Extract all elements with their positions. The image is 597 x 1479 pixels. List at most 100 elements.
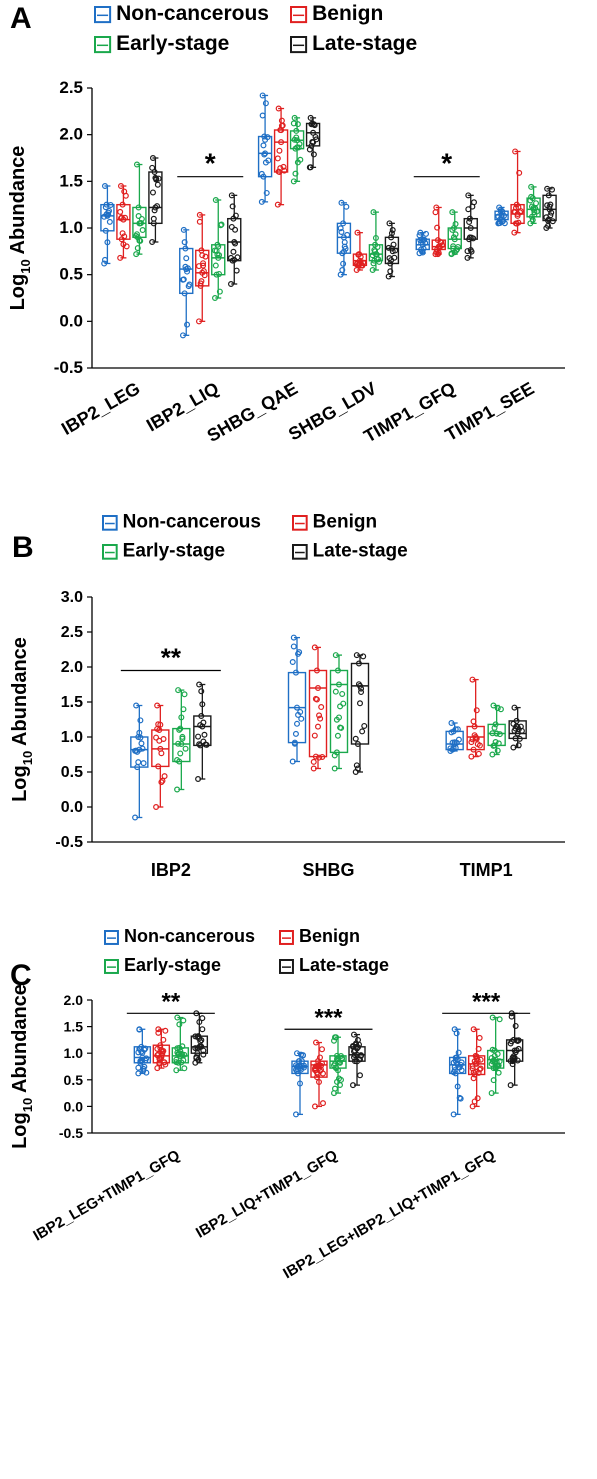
- data-point: [278, 117, 285, 124]
- data-point: [293, 134, 300, 141]
- data-point: [292, 669, 299, 676]
- data-point: [181, 239, 188, 246]
- data-point: [291, 740, 298, 747]
- data-point: [473, 735, 480, 742]
- data-point: [195, 733, 202, 740]
- data-point: [193, 1054, 200, 1061]
- data-point: [490, 1077, 497, 1084]
- box-ibp2-leg: [148, 155, 163, 246]
- data-point: [466, 218, 473, 225]
- data-point: [470, 1075, 477, 1082]
- data-point: [315, 684, 322, 691]
- legend-swatch: [102, 544, 118, 560]
- box-iqr: [172, 727, 191, 763]
- x-tick-label: SHBG: [302, 860, 354, 880]
- data-point: [161, 773, 168, 780]
- box-ibp2-liq: [195, 211, 210, 325]
- data-point: [358, 689, 365, 696]
- data-point: [122, 214, 129, 221]
- data-point: [134, 748, 141, 755]
- data-point: [174, 757, 181, 764]
- x-tick-label: IBP2: [151, 860, 191, 880]
- data-point: [448, 729, 455, 736]
- data-point: [155, 1026, 162, 1033]
- data-point: [293, 1111, 300, 1118]
- data-point: [153, 803, 160, 810]
- data-point: [512, 148, 519, 155]
- data-point: [278, 122, 285, 129]
- box-ibp2-leg-timp1-gfq: [171, 1014, 190, 1074]
- data-point: [294, 121, 301, 128]
- data-point: [228, 281, 235, 288]
- data-point: [454, 726, 461, 733]
- data-point: [335, 1056, 342, 1063]
- data-point: [216, 270, 223, 277]
- box-timp1-see: [526, 183, 541, 227]
- box-timp1-gfq: [431, 204, 446, 258]
- data-point: [151, 169, 158, 176]
- box-ibp2-liq: [179, 226, 194, 339]
- legend: Non-cancerous Benign Early-stage Late-stage: [102, 512, 408, 562]
- data-point: [178, 1059, 185, 1066]
- data-point: [320, 1070, 327, 1077]
- data-point: [232, 212, 239, 219]
- data-point: [511, 1054, 518, 1061]
- y-tick-label: 0.0: [61, 799, 83, 816]
- data-point: [214, 251, 221, 258]
- data-point: [136, 237, 143, 244]
- data-point: [290, 178, 297, 185]
- data-point: [417, 237, 424, 244]
- data-point: [450, 745, 457, 752]
- legend-label: Early-stage: [124, 955, 221, 975]
- data-point: [141, 1063, 148, 1070]
- legend-label: Late-stage: [313, 541, 408, 562]
- box-shbg-qae: [273, 105, 289, 208]
- data-point: [102, 204, 109, 211]
- box-timp1: [466, 676, 485, 760]
- data-point: [316, 1065, 323, 1072]
- data-point: [311, 644, 318, 651]
- data-point: [452, 231, 459, 238]
- data-point: [516, 169, 523, 176]
- legend-label: Benign: [312, 2, 383, 25]
- data-point: [149, 155, 156, 162]
- data-point: [339, 267, 346, 274]
- data-point: [512, 1022, 519, 1029]
- data-point: [417, 229, 424, 236]
- box-shbg-ldv: [384, 220, 400, 280]
- box-iqr: [132, 206, 147, 239]
- data-point: [134, 245, 141, 252]
- data-point: [291, 114, 298, 121]
- data-point: [176, 1021, 183, 1028]
- data-point: [158, 750, 165, 757]
- data-point: [370, 209, 377, 216]
- data-point: [118, 214, 125, 221]
- data-point: [470, 1026, 477, 1033]
- data-point: [489, 1014, 496, 1021]
- data-point: [149, 164, 156, 171]
- data-point: [451, 249, 458, 256]
- legend-swatch: [104, 930, 119, 945]
- data-point: [513, 220, 520, 227]
- data-point: [499, 218, 506, 225]
- data-point: [372, 248, 379, 255]
- panel-label: A: [10, 2, 32, 35]
- data-point: [516, 735, 523, 742]
- box-iqr: [384, 236, 400, 265]
- data-point: [450, 234, 457, 241]
- data-point: [511, 704, 518, 711]
- box-ibp2-leg: [116, 183, 131, 261]
- data-point: [137, 1045, 144, 1052]
- data-point: [157, 1042, 164, 1049]
- data-point: [196, 318, 203, 325]
- box-ibp2-leg-timp1-gfq: [133, 1026, 152, 1077]
- data-point: [387, 268, 394, 275]
- data-point: [137, 220, 144, 227]
- data-point: [434, 224, 441, 231]
- data-point: [466, 215, 473, 222]
- data-point: [310, 151, 317, 158]
- data-point: [336, 681, 343, 688]
- data-point: [476, 1034, 483, 1041]
- data-point: [458, 1067, 465, 1074]
- data-point: [471, 1098, 478, 1105]
